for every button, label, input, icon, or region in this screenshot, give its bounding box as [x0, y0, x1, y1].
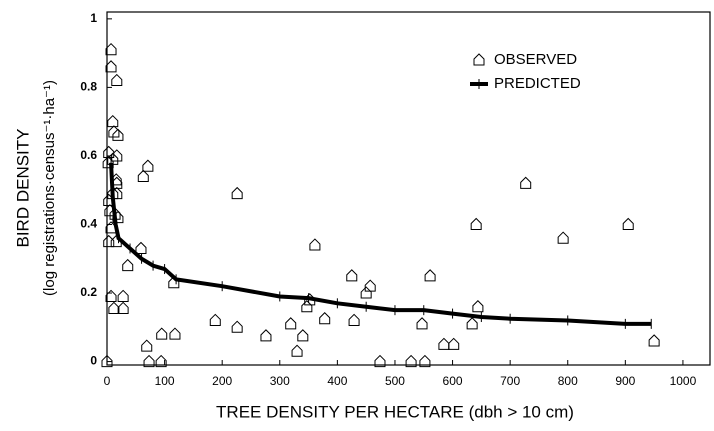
- observed-point: [111, 73, 123, 87]
- observed-point: [416, 317, 428, 330]
- observed-point: [155, 354, 167, 368]
- y-tick-label: 0.8: [80, 80, 97, 94]
- observed-point: [297, 329, 309, 342]
- observed-point: [112, 128, 124, 141]
- x-tick-label: 800: [558, 374, 578, 388]
- observed-point: [122, 258, 134, 272]
- observed-point: [209, 313, 221, 326]
- observed-point: [319, 312, 331, 325]
- x-tick-label: 400: [327, 374, 347, 388]
- x-tick-label: 300: [270, 374, 290, 388]
- observed-point: [156, 327, 168, 340]
- observed-point: [143, 354, 155, 368]
- x-tick-label: 0: [104, 374, 111, 388]
- x-tick-label: 900: [615, 374, 635, 388]
- legend-marker: [473, 53, 485, 66]
- observed-point: [231, 320, 243, 333]
- observed-point: [107, 114, 119, 128]
- observed-point: [107, 152, 119, 165]
- x-tick-label: 100: [155, 374, 175, 388]
- observed-point: [557, 231, 569, 244]
- observed-point: [301, 300, 313, 313]
- observed-point: [405, 354, 417, 368]
- y-axis-label: BIRD DENSITY: [13, 128, 32, 247]
- x-tick-label: 700: [500, 374, 520, 388]
- x-tick-label: 600: [443, 374, 463, 388]
- observed-point: [105, 289, 117, 302]
- observed-point: [466, 317, 478, 330]
- y-tick-label: 1: [90, 11, 97, 25]
- observed-point: [419, 354, 431, 368]
- observed-point: [105, 221, 117, 234]
- observed-point: [108, 125, 120, 138]
- plot-frame: [106, 11, 711, 366]
- observed-point: [103, 234, 115, 248]
- observed-point: [291, 344, 303, 357]
- observed-point: [117, 301, 129, 314]
- observed-point: [285, 317, 297, 330]
- observed-point: [520, 176, 532, 189]
- observed-point: [101, 354, 113, 368]
- x-tick-label: 500: [385, 374, 405, 388]
- observed-point: [364, 279, 376, 292]
- legend-label: OBSERVED: [494, 51, 577, 68]
- observed-point: [309, 238, 321, 251]
- legend-label: PREDICTED: [494, 75, 581, 92]
- observed-point: [142, 159, 154, 172]
- y-axis-sublabel: (log registrations·census⁻¹·ha⁻¹): [41, 80, 58, 296]
- y-tick-label: 0.4: [80, 217, 97, 231]
- observed-point: [137, 169, 149, 183]
- observed-point: [346, 269, 358, 282]
- observed-point: [348, 313, 360, 326]
- observed-point: [105, 42, 117, 56]
- observed-point: [111, 149, 123, 162]
- observed-point: [438, 337, 450, 350]
- observed-point: [117, 289, 129, 302]
- observed-point: [109, 207, 121, 220]
- y-tick-label: 0: [90, 354, 97, 368]
- observed-point: [135, 241, 147, 254]
- observed-point: [472, 300, 484, 313]
- y-tick-label: 0.6: [80, 148, 97, 162]
- observed-point: [448, 337, 460, 350]
- observed-point: [470, 217, 482, 230]
- observed-point: [169, 327, 181, 340]
- observed-point: [424, 269, 436, 282]
- observed-point: [622, 217, 634, 230]
- observed-point: [648, 334, 660, 347]
- x-axis-label: TREE DENSITY PER HECTARE (dbh > 10 cm): [216, 402, 574, 421]
- observed-point: [231, 186, 243, 200]
- y-tick-label: 0.2: [80, 285, 97, 299]
- x-tick-label: 200: [212, 374, 232, 388]
- predicted-line: [109, 162, 652, 326]
- observed-point: [141, 339, 153, 352]
- observed-point: [360, 286, 372, 299]
- x-tick-label: 1000: [670, 374, 697, 388]
- observed-point: [105, 60, 117, 73]
- observed-point: [260, 329, 272, 342]
- observed-point: [374, 354, 386, 368]
- observed-point: [108, 301, 120, 314]
